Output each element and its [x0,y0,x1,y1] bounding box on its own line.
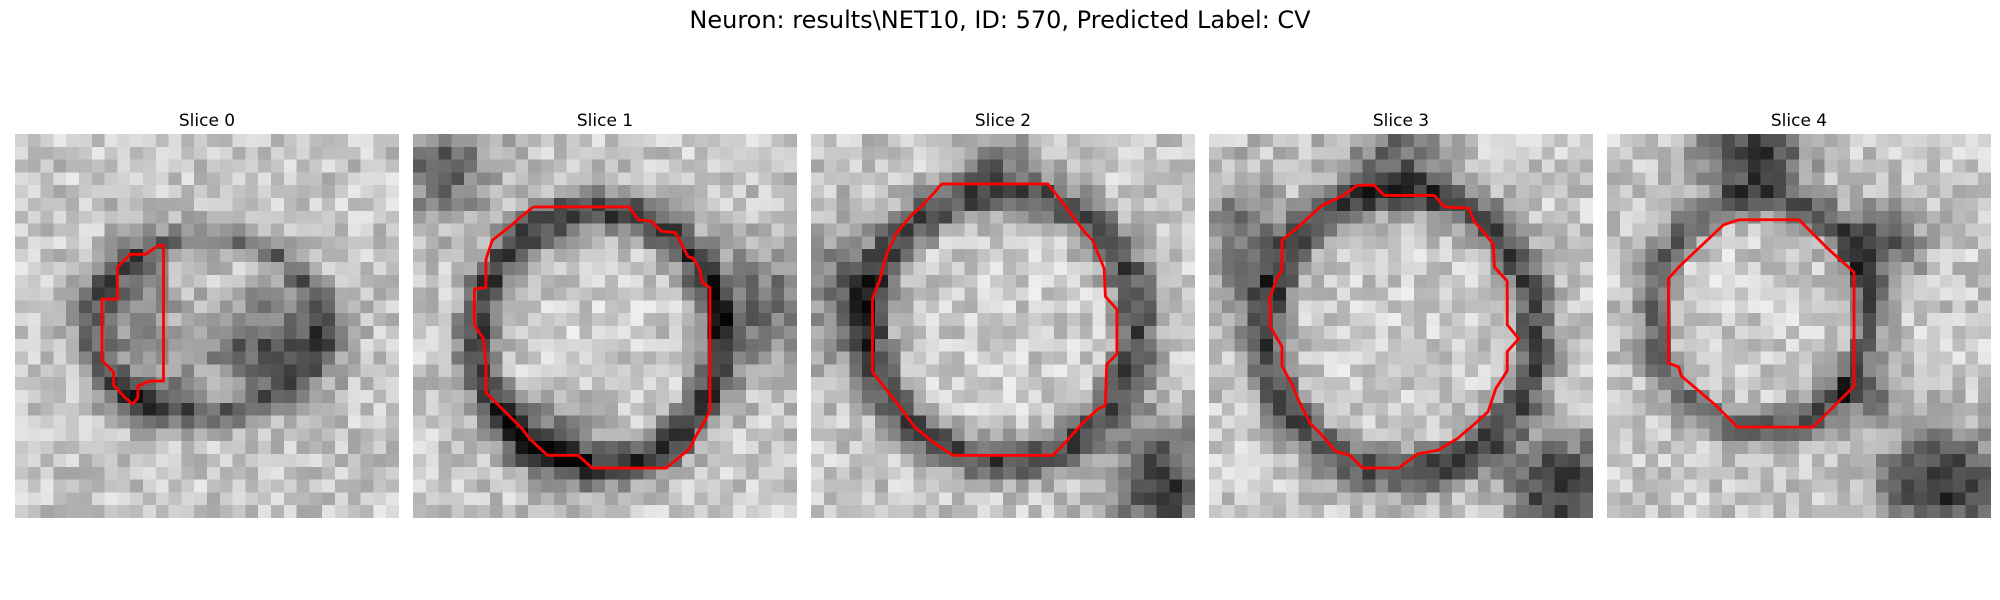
slice-1-title: Slice 1 [413,108,797,134]
slice-2-image [811,134,1195,518]
slice-1-image [413,134,797,518]
slice-3-title: Slice 3 [1209,108,1593,134]
slice-4-contour [1607,134,1991,518]
slice-0-image [15,134,399,518]
slice-1-panel: Slice 1 [413,108,797,134]
slice-3-contour [1209,134,1593,518]
slice-4-panel: Slice 4 [1607,108,1991,134]
slice-1-contour [413,134,797,518]
slice-0-panel: Slice 0 [15,108,399,134]
slice-4-title: Slice 4 [1607,108,1991,134]
slice-0-title: Slice 0 [15,108,399,134]
slice-3-image [1209,134,1593,518]
slice-2-panel: Slice 2 [811,108,1195,134]
slice-0-contour [15,134,399,518]
slice-2-contour [811,134,1195,518]
slice-3-panel: Slice 3 [1209,108,1593,134]
figure-title: Neuron: results\NET10, ID: 570, Predicte… [0,6,2000,34]
slice-4-image [1607,134,1991,518]
slice-2-title: Slice 2 [811,108,1195,134]
